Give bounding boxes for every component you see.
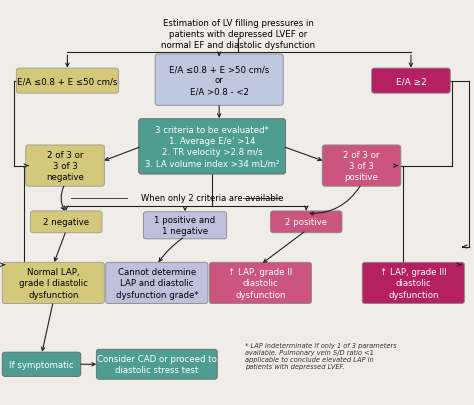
Text: Consider CAD or proceed to
diastolic stress test: Consider CAD or proceed to diastolic str… [97,354,217,374]
FancyBboxPatch shape [155,55,283,106]
Text: Normal LAP,
grade I diastolic
dysfunction: Normal LAP, grade I diastolic dysfunctio… [19,268,88,299]
FancyBboxPatch shape [26,145,104,187]
FancyBboxPatch shape [106,262,208,304]
FancyBboxPatch shape [2,352,81,377]
FancyBboxPatch shape [372,69,450,94]
Text: 1 positive and
1 negative: 1 positive and 1 negative [155,216,216,236]
Text: * LAP indeterminate if only 1 of 3 parameters
available. Pulmonary vein S/D rati: * LAP indeterminate if only 1 of 3 param… [245,342,397,369]
Text: ↑ LAP, grade III
diastolic
dysfunction: ↑ LAP, grade III diastolic dysfunction [380,268,447,299]
FancyBboxPatch shape [362,262,465,304]
Text: If symptomatic: If symptomatic [9,360,74,369]
FancyBboxPatch shape [322,145,401,187]
Text: 3 criteria to be evaluated*
1. Average E/e’ >14
2. TR velocity >2.8 m/s
3. LA vo: 3 criteria to be evaluated* 1. Average E… [145,126,279,168]
FancyBboxPatch shape [16,69,118,94]
Text: E/A ≥2: E/A ≥2 [396,77,426,86]
Text: When only 2 criteria are available: When only 2 criteria are available [141,194,283,203]
Text: 2 of 3 or
3 of 3
negative: 2 of 3 or 3 of 3 negative [46,151,84,182]
FancyBboxPatch shape [139,119,285,175]
FancyBboxPatch shape [2,262,104,304]
FancyBboxPatch shape [210,262,311,304]
Text: E/A ≤0.8 + E >50 cm/s
or
E/A >0.8 - <2: E/A ≤0.8 + E >50 cm/s or E/A >0.8 - <2 [169,65,269,96]
Text: ↑ LAP, grade II
diastolic
dysfunction: ↑ LAP, grade II diastolic dysfunction [228,268,292,299]
Text: 2 negative: 2 negative [43,218,89,227]
FancyBboxPatch shape [144,212,227,239]
FancyBboxPatch shape [271,211,342,233]
Text: Estimation of LV filling pressures in
patients with depressed LVEF or
normal EF : Estimation of LV filling pressures in pa… [161,19,315,50]
Text: Cannot determine
LAP and diastolic
dysfunction grade*: Cannot determine LAP and diastolic dysfu… [116,268,198,299]
Text: 2 positive: 2 positive [285,218,328,227]
Text: E/A ≤0.8 + E ≤50 cm/s: E/A ≤0.8 + E ≤50 cm/s [17,77,118,86]
Text: 2 of 3 or
3 of 3
positive: 2 of 3 or 3 of 3 positive [343,151,380,182]
FancyBboxPatch shape [30,211,102,233]
FancyBboxPatch shape [96,350,217,379]
